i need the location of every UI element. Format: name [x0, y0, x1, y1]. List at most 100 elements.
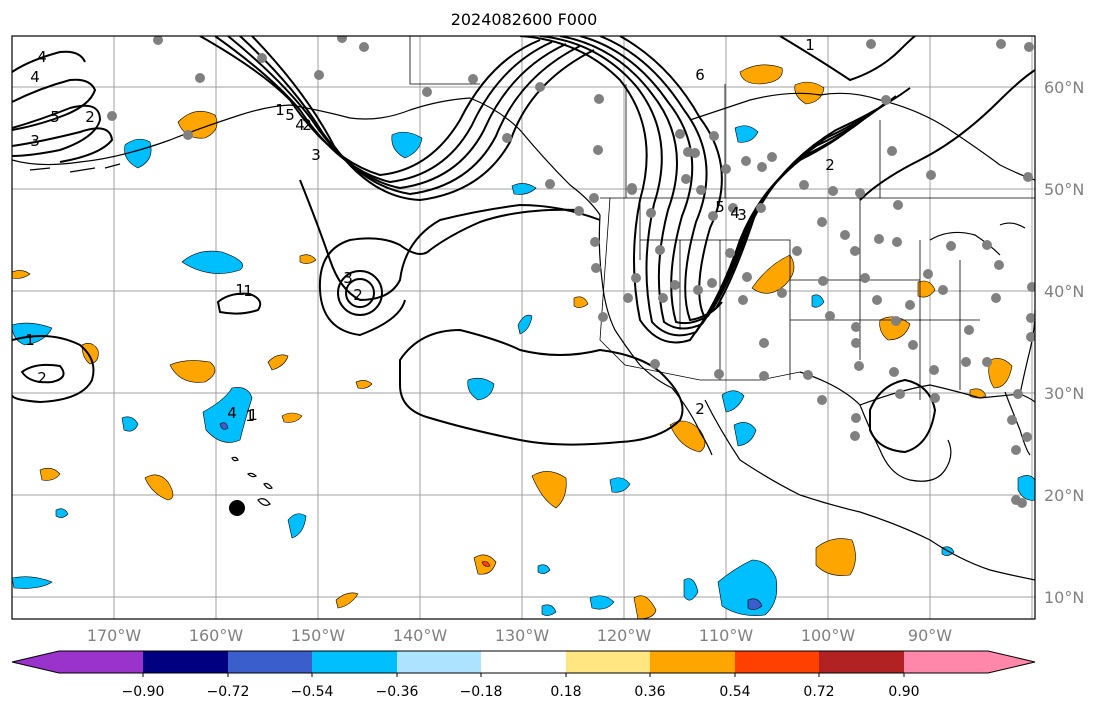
negative-anomaly-area: [391, 131, 423, 159]
contour-label: 1: [245, 407, 255, 425]
lat-label-20: 20°N: [1044, 486, 1085, 505]
contour-label: 1: [243, 282, 253, 300]
station-dot: [817, 217, 827, 227]
station-dot: [892, 237, 902, 247]
lon-label-170w: 170°W: [86, 626, 142, 645]
station-dot: [851, 413, 861, 423]
station-dot: [658, 293, 668, 303]
station-dot: [964, 325, 974, 335]
station-dot: [314, 70, 324, 80]
colorbar-tick-label: 0.54: [719, 684, 751, 700]
station-dot: [591, 263, 601, 273]
station-dot: [714, 369, 724, 379]
lon-label-150w: 150°W: [290, 626, 346, 645]
graticule: [12, 36, 1035, 619]
lat-label-60: 60°N: [1044, 78, 1085, 97]
station-dot: [337, 36, 347, 43]
contour-label: 5: [50, 108, 60, 126]
station-dot: [840, 230, 850, 240]
colorbar-segment: [566, 651, 650, 673]
station-dot: [923, 269, 933, 279]
positive-anomaly-area: [917, 280, 936, 298]
colorbar-tick-label: −0.18: [459, 684, 503, 700]
station-dot: [893, 200, 903, 210]
negative-anomaly-area: [124, 138, 152, 169]
station-dot: [646, 208, 656, 218]
contour-label: 1: [235, 281, 245, 299]
station-dot: [359, 42, 369, 52]
strong-negative-anomaly-area: [747, 598, 763, 610]
station-dot: [828, 186, 838, 196]
contour-label: 2: [85, 108, 95, 126]
negative-anomaly-area: [683, 578, 699, 601]
negative-anomaly-area: [287, 513, 307, 539]
station-dot: [708, 211, 718, 221]
station-dot: [1011, 495, 1021, 505]
positive-anomaly-area: [335, 592, 359, 609]
station-dot: [851, 322, 861, 332]
station-dot: [851, 338, 861, 348]
lon-label-160w: 160°W: [188, 626, 244, 645]
colorbar-segment: [735, 651, 819, 673]
contour-label: 1: [805, 36, 815, 54]
station-dot: [889, 367, 899, 377]
station-dot: [860, 273, 870, 283]
station-dot: [535, 82, 545, 92]
station-dot: [874, 234, 884, 244]
station-dot: [728, 203, 738, 213]
contour-label: 3: [343, 269, 353, 287]
colorbar-tick-label: 0.18: [550, 684, 582, 700]
lon-label-100w: 100°W: [800, 626, 856, 645]
station-dot: [891, 316, 901, 326]
contour-lines: [12, 36, 1035, 454]
station-dot: [1022, 432, 1032, 442]
positive-anomaly-area: [144, 474, 174, 501]
negative-anomaly-area: [12, 576, 53, 589]
colorbar-tick-label: −0.54: [290, 684, 334, 700]
contour-label: 4: [730, 204, 740, 222]
lon-label-120w: 120°W: [596, 626, 652, 645]
station-dot: [693, 285, 703, 295]
negative-anomaly-area: [1017, 475, 1035, 501]
colorbar-segment: [819, 651, 904, 673]
station-dot: [681, 174, 691, 184]
lon-label-140w: 140°W: [392, 626, 448, 645]
station-dot: [707, 278, 717, 288]
station-dot: [107, 111, 117, 121]
station-dot: [721, 164, 731, 174]
station-dot: [257, 53, 267, 63]
positive-anomaly-area: [12, 270, 31, 279]
lat-label-30: 30°N: [1044, 384, 1085, 403]
station-dot: [696, 185, 706, 195]
positive-anomaly-area: [739, 64, 783, 85]
station-dot: [982, 240, 992, 250]
negative-anomaly-area: [202, 387, 253, 443]
station-dot: [589, 193, 599, 203]
positive-anomaly-area: [815, 538, 856, 576]
positive-anomaly-area: [355, 380, 373, 389]
station-dot: [930, 393, 940, 403]
contour-label: 2: [353, 286, 363, 304]
station-dot: [817, 395, 827, 405]
contour-label: 5: [285, 106, 295, 124]
political-boundaries: [409, 36, 1035, 400]
positive-anomaly-area: [669, 420, 706, 453]
colorbar-segment: [904, 651, 988, 673]
positive-anomaly-area: [81, 343, 99, 365]
negative-anomaly-area: [121, 416, 139, 432]
negative-anomaly-area: [541, 604, 557, 616]
storm-center-marker: [229, 500, 245, 516]
anomaly-shading: [12, 64, 1035, 619]
station-dot: [872, 295, 882, 305]
colorbar-tick-label: −0.90: [121, 684, 165, 700]
station-dot: [825, 311, 835, 321]
station-dot: [767, 152, 777, 162]
lon-label-110w: 110°W: [698, 626, 754, 645]
station-dot: [631, 273, 641, 283]
strong-positive-anomaly-area: [481, 561, 491, 567]
station-dot: [799, 180, 809, 190]
station-dot: [422, 87, 432, 97]
positive-anomaly-area: [267, 354, 289, 371]
station-dot: [757, 162, 767, 172]
